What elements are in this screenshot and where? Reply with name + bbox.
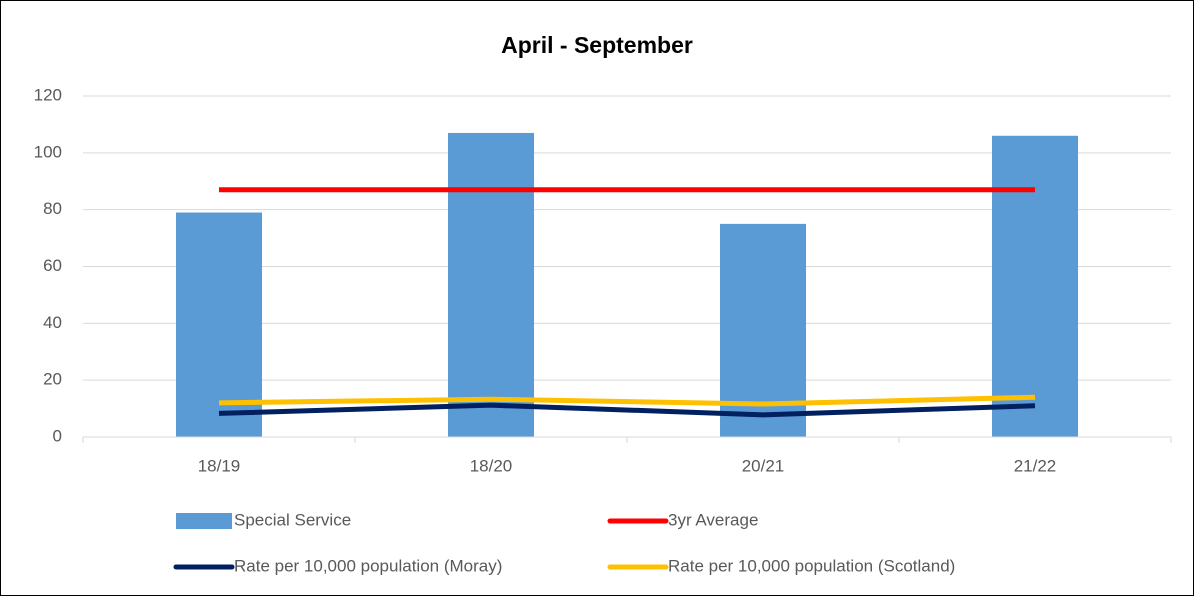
line: [218, 394, 1036, 407]
y-tick-label: 100: [34, 142, 62, 161]
y-tick-label: 80: [43, 199, 62, 218]
legend-label: Rate per 10,000 population (Moray): [234, 556, 502, 575]
legend-label: Special Service: [234, 510, 351, 529]
y-tick-label: 0: [53, 426, 62, 445]
chart-title: April - September: [501, 32, 693, 58]
x-tick-label: 20/21: [742, 456, 785, 475]
y-tick-label: 40: [43, 313, 62, 332]
y-tick-label: 120: [34, 85, 62, 104]
y-tick-label: 60: [43, 256, 62, 275]
x-tick-label: 18/19: [198, 456, 241, 475]
x-tick-label: 18/20: [470, 456, 513, 475]
line: [218, 402, 1036, 418]
legend-label: 3yr Average: [668, 510, 758, 529]
legend-swatch: [176, 513, 232, 529]
bar: [176, 212, 262, 437]
x-tick-label: 21/22: [1014, 456, 1057, 475]
bar: [448, 132, 534, 438]
bar: [992, 135, 1078, 438]
y-tick-label: 20: [43, 370, 62, 389]
legend-label: Rate per 10,000 population (Scotland): [668, 556, 955, 575]
